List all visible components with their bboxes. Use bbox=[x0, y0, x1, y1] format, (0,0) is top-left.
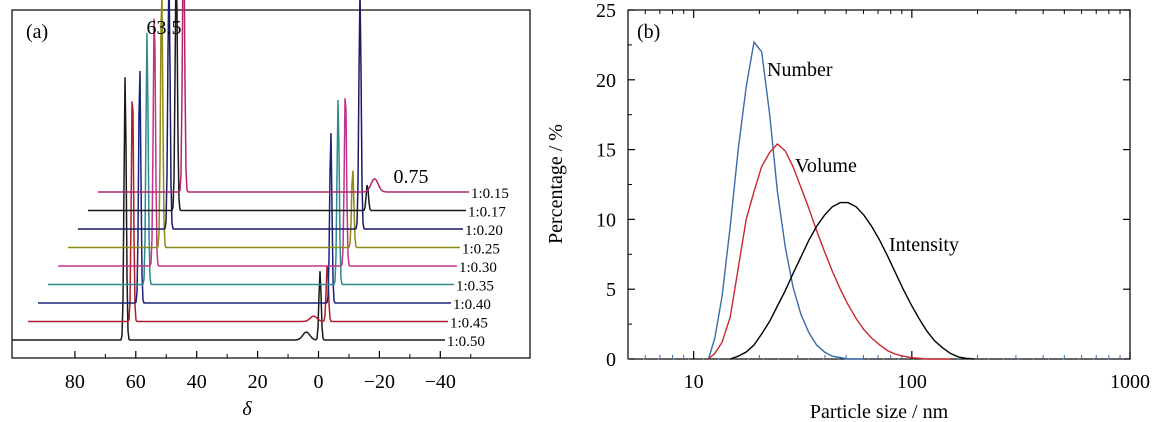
x-tick-label: 0 bbox=[314, 371, 324, 393]
series-label-volume: Volume bbox=[795, 155, 857, 177]
spectrum-line-1-0-40 bbox=[38, 70, 451, 304]
x-tick-label: 20 bbox=[248, 371, 268, 393]
panel-a-label: (a) bbox=[26, 21, 48, 43]
panel-b-frame bbox=[627, 9, 1131, 360]
spectrum-label: 1:0.17 bbox=[468, 205, 506, 221]
spectrum-line-1-0-50 bbox=[12, 77, 445, 341]
spectrum-line-1-0-17 bbox=[88, 0, 466, 212]
particle-size-distribution-panel: (b) 0 5 10 15 20 25 10 100 1000 Number Volume In… bbox=[545, 0, 1150, 422]
peak-label-0-75: 0.75 bbox=[394, 166, 429, 188]
x-axis-ticks: 80 60 40 20 0 −20 −40 bbox=[65, 351, 472, 393]
spectrum-label: 1:0.15 bbox=[471, 186, 509, 202]
spectrum-label: 1:0.40 bbox=[453, 297, 491, 313]
x-axis-title: δ bbox=[242, 398, 252, 420]
spectrum-line-1-0-20 bbox=[78, 0, 463, 230]
y-axis-title-b: Percentage / % bbox=[545, 124, 567, 244]
y-tick-label: 5 bbox=[606, 279, 616, 301]
x-tick-label: −40 bbox=[425, 371, 456, 393]
x-tick-label: 60 bbox=[126, 371, 146, 393]
spectrum-line-1-0-15 bbox=[98, 0, 469, 193]
x-tick-label: 40 bbox=[187, 371, 207, 393]
y-tick-label: 15 bbox=[596, 140, 616, 162]
spectrum-line-1-0-35 bbox=[48, 32, 454, 286]
axis-ticks: 0 5 10 15 20 25 10 100 1000 bbox=[596, 0, 1150, 393]
series-line-volume bbox=[708, 143, 951, 360]
x-axis-title-b: Particle size / nm bbox=[810, 401, 949, 422]
y-tick-label: 25 bbox=[596, 0, 616, 22]
spectrum-line-1-0-30 bbox=[58, 18, 457, 267]
series-label-intensity: Intensity bbox=[889, 234, 959, 256]
x-tick-label: −20 bbox=[364, 371, 395, 393]
panel-a-frame bbox=[11, 9, 531, 359]
nmr-stacked-spectra-panel: (a) 1:0.50 1:0.45 1:0.40 1:0.35 1:0.30 1:0.25… bbox=[11, 0, 531, 420]
spectrum-label: 1:0.30 bbox=[459, 260, 497, 276]
spectrum-line-1-0-25 bbox=[68, 0, 460, 249]
spectrum-line-1-0-45 bbox=[28, 101, 448, 323]
x-tick-label: 1000 bbox=[1110, 371, 1150, 393]
panel-b-label: (b) bbox=[637, 21, 660, 43]
spectrum-label: 1:0.25 bbox=[462, 242, 500, 258]
y-tick-label: 20 bbox=[596, 70, 616, 92]
series-line-intensity bbox=[729, 201, 975, 360]
series-line-number bbox=[707, 40, 864, 360]
y-tick-label: 0 bbox=[606, 349, 616, 371]
spectrum-label: 1:0.35 bbox=[456, 279, 494, 295]
x-tick-label: 10 bbox=[684, 371, 704, 393]
y-tick-label: 10 bbox=[596, 209, 616, 231]
peak-label-63-5: 63.5 bbox=[147, 17, 182, 39]
spectra-group: 1:0.50 1:0.45 1:0.40 1:0.35 1:0.30 1:0.25 1:0.… bbox=[12, 0, 509, 350]
series-label-number: Number bbox=[767, 59, 833, 81]
spectrum-label: 1:0.20 bbox=[465, 223, 503, 239]
x-tick-label: 100 bbox=[897, 371, 927, 393]
x-tick-label: 80 bbox=[65, 371, 85, 393]
distribution-lines bbox=[707, 40, 975, 360]
spectrum-label: 1:0.45 bbox=[450, 316, 488, 332]
spectrum-label: 1:0.50 bbox=[447, 334, 485, 350]
